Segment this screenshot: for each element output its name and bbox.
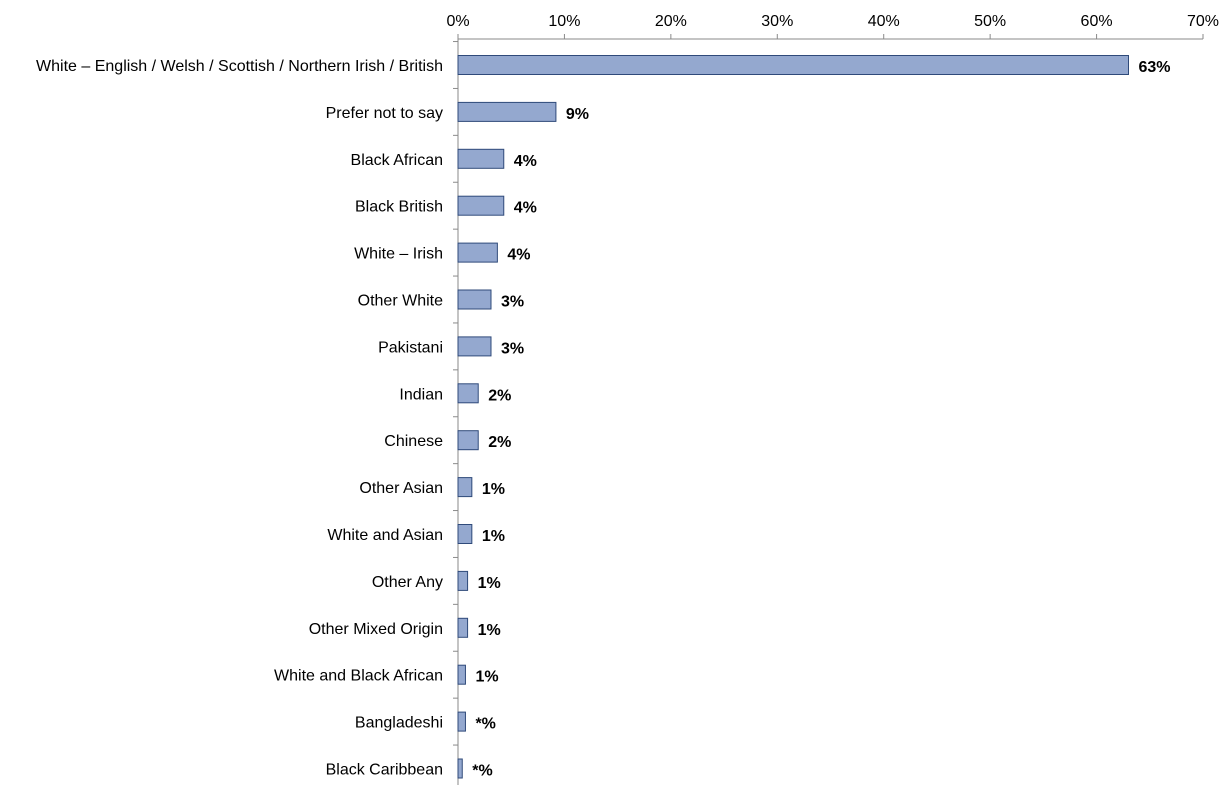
category-label: Prefer not to say (326, 105, 443, 122)
x-tick-label: 40% (868, 13, 900, 30)
data-label: 1% (482, 481, 505, 498)
category-label: Pakistani (378, 339, 443, 356)
category-label: Black British (355, 199, 443, 216)
category-label: Other Mixed Origin (309, 621, 443, 638)
x-tick-label: 60% (1081, 13, 1113, 30)
data-label: 2% (488, 434, 511, 451)
category-label: Indian (399, 386, 443, 403)
x-tick-label: 10% (548, 13, 580, 30)
data-label: 1% (475, 669, 498, 686)
data-label: 9% (566, 106, 589, 123)
x-tick-label: 20% (655, 13, 687, 30)
data-label: *% (472, 763, 492, 780)
x-tick-label: 30% (761, 13, 793, 30)
bar (457, 711, 466, 732)
bar (457, 336, 492, 357)
data-label: 63% (1139, 59, 1171, 76)
x-tick-label: 50% (974, 13, 1006, 30)
bar (457, 55, 1129, 75)
data-label: 4% (514, 200, 537, 217)
category-label: White and Asian (327, 527, 443, 544)
category-label: Other White (358, 293, 443, 310)
category-label: White – Irish (354, 246, 443, 263)
data-label: 2% (488, 387, 511, 404)
data-label: *% (475, 716, 495, 733)
bar (457, 758, 463, 779)
category-label: White and Black African (274, 668, 443, 685)
category-label: White – English / Welsh / Scottish / Nor… (36, 58, 443, 75)
data-label: 1% (478, 575, 501, 592)
category-label: Bangladeshi (355, 715, 443, 732)
category-label: Chinese (384, 433, 443, 450)
bar (457, 242, 498, 263)
data-label: 1% (482, 528, 505, 545)
bar (457, 477, 473, 498)
bar (457, 289, 492, 310)
bar (457, 195, 505, 216)
data-label: 4% (507, 247, 530, 264)
bar (457, 383, 479, 404)
bar (457, 148, 505, 169)
bar (457, 617, 469, 638)
x-tick-label: 70% (1187, 13, 1219, 30)
category-label: Other Any (372, 574, 443, 591)
bar (457, 430, 479, 451)
bar (457, 101, 557, 122)
data-label: 3% (501, 340, 524, 357)
bar (457, 524, 473, 544)
data-label: 4% (514, 153, 537, 170)
data-label: 3% (501, 294, 524, 311)
category-label: Black African (351, 152, 443, 169)
category-label: Other Asian (359, 480, 443, 497)
x-tick-label: 0% (446, 13, 469, 30)
category-label: Black Caribbean (326, 762, 443, 779)
bar (457, 664, 466, 685)
data-label: 1% (478, 622, 501, 639)
bar (457, 570, 469, 591)
